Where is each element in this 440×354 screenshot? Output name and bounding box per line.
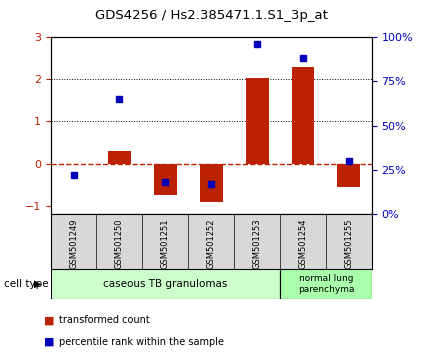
Bar	[291, 67, 315, 164]
Text: GSM501255: GSM501255	[345, 218, 353, 269]
Text: caseous TB granulomas: caseous TB granulomas	[103, 279, 227, 289]
Text: GSM501253: GSM501253	[253, 218, 262, 269]
Text: GSM501251: GSM501251	[161, 218, 170, 269]
Text: cell type: cell type	[4, 279, 49, 289]
Text: ▶: ▶	[34, 279, 42, 289]
Bar	[51, 269, 280, 299]
Bar	[337, 164, 360, 187]
Text: GDS4256 / Hs2.385471.1.S1_3p_at: GDS4256 / Hs2.385471.1.S1_3p_at	[95, 9, 328, 22]
Text: GSM501250: GSM501250	[115, 218, 124, 269]
Text: ■: ■	[44, 315, 55, 325]
Bar	[246, 79, 268, 164]
Text: GSM501249: GSM501249	[69, 218, 78, 269]
Text: normal lung
parenchyma: normal lung parenchyma	[298, 274, 354, 294]
Bar	[200, 164, 223, 201]
Text: percentile rank within the sample: percentile rank within the sample	[59, 337, 224, 347]
Bar	[108, 151, 131, 164]
Text: transformed count: transformed count	[59, 315, 150, 325]
Bar	[154, 164, 177, 195]
Text: GSM501252: GSM501252	[207, 218, 216, 269]
Text: ■: ■	[44, 337, 55, 347]
Bar	[280, 269, 372, 299]
Text: GSM501254: GSM501254	[298, 218, 308, 269]
